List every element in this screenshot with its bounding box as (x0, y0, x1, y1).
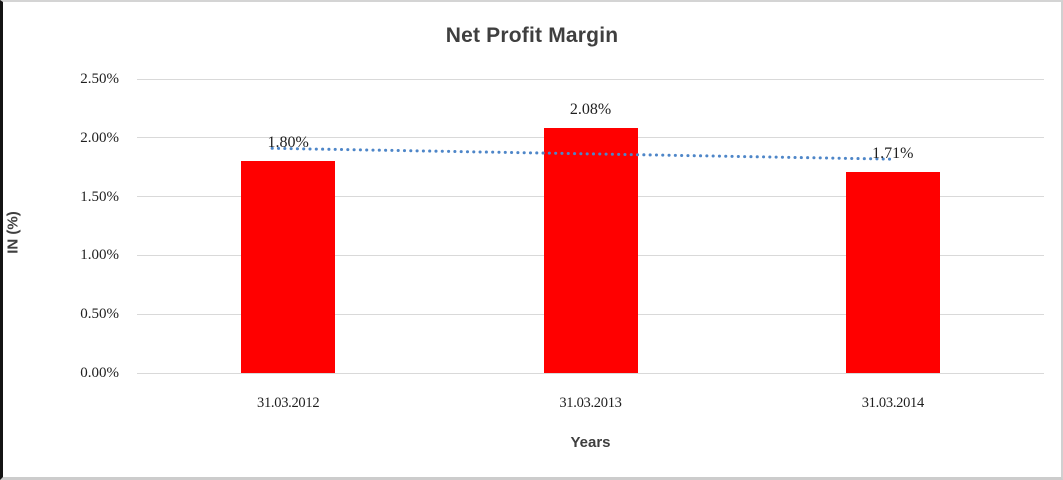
plot-area: 1.80% 2.08% 1.71% (137, 78, 1044, 374)
bar-31.03.2012 (241, 161, 336, 373)
bar-data-label: 1.80% (267, 134, 309, 152)
bar-31.03.2014 (845, 171, 940, 373)
y-tick-label: 2.00% (80, 129, 119, 146)
y-tick-label: 1.00% (80, 247, 119, 264)
x-tick-label: 31.03.2014 (861, 395, 925, 411)
y-tick-label: 2.50% (80, 71, 119, 87)
bar-data-label: 2.08% (569, 101, 612, 119)
y-axis-title: IN (%) (4, 211, 22, 254)
gridline (137, 78, 1044, 80)
y-tick-label: 0.50% (80, 306, 119, 323)
x-axis-title: Years (570, 434, 611, 451)
chart-title: Net Profit Margin (445, 24, 619, 47)
trendline-dotted (270, 146, 895, 161)
x-tick-label: 31.03.2013 (559, 395, 622, 411)
x-axis-line (137, 372, 1044, 374)
bar-31.03.2013 (543, 128, 638, 373)
y-tick-label: 1.50% (80, 188, 119, 205)
x-tick-label: 31.03.2012 (257, 395, 320, 411)
bar-data-label: 1.71% (872, 144, 914, 162)
y-tick-label: 0.00% (80, 365, 119, 381)
